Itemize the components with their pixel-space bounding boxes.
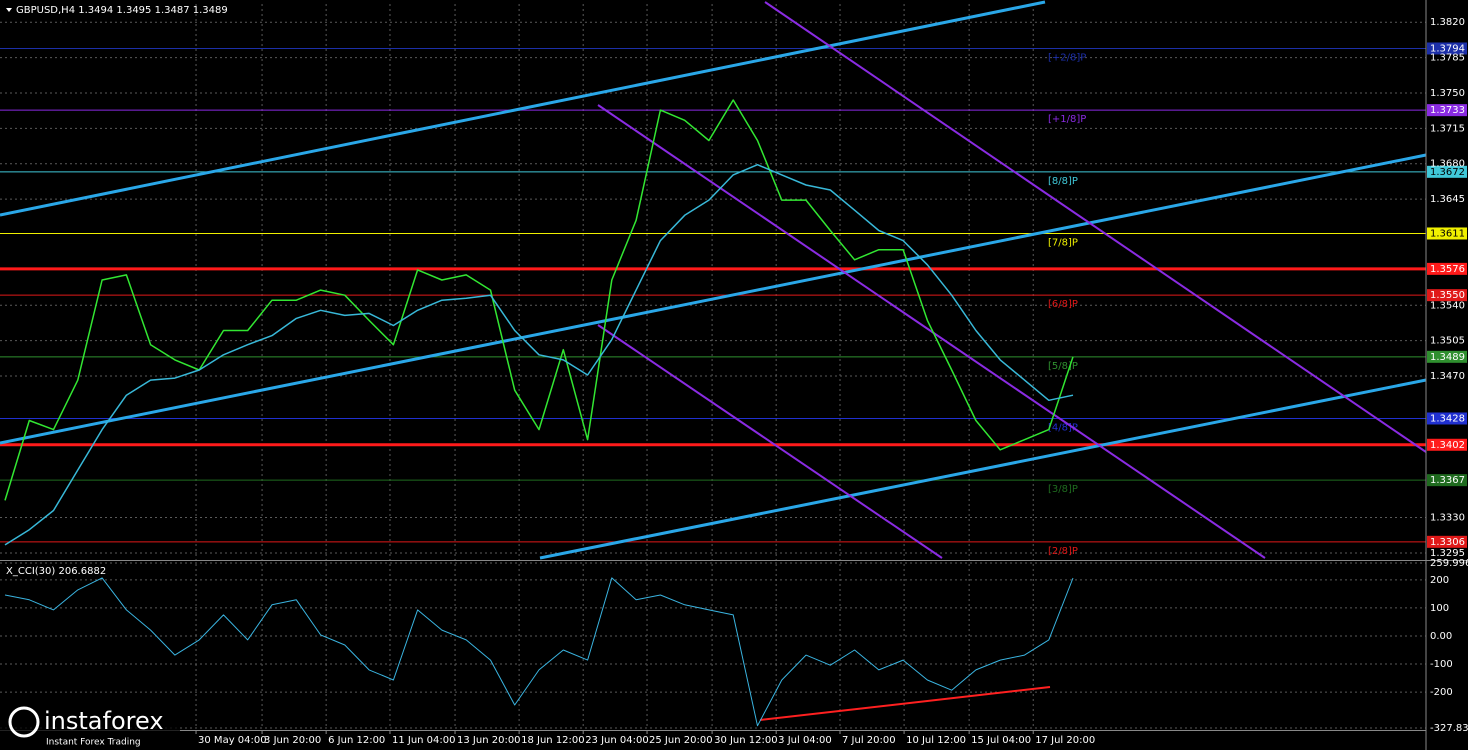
series-line [4,99,1074,501]
cci-trend-line [759,686,1051,721]
series-line [4,163,1074,546]
watermark-logo [8,706,40,738]
channel-line [764,1,1427,453]
x-tick-label: 25 Jun 20:00 [649,735,713,746]
level-tag: [+1/8]P [1048,114,1086,125]
level-price-label: 1.3672 [1430,167,1465,178]
x-tick-label: 3 Jun 20:00 [264,735,321,746]
watermark-brand: instaforex [44,707,164,735]
y-tick-label: 200 [1430,575,1449,586]
y-tick-label: 1.3295 [1430,548,1465,559]
level-price-label: 1.3733 [1430,105,1465,116]
x-tick-label: 3 Jul 04:00 [778,735,832,746]
y-tick-label: 1.3645 [1430,194,1465,205]
level-tag: [7/8]P [1048,237,1078,248]
x-tick-label: 10 Jul 12:00 [906,735,966,746]
level-layer: 1.3794 [+2/8]P 1.3733 [+1/8]P 1.3672 [8/8]P 1.… [0,42,1467,557]
trend-lines [0,0,1427,721]
channel-line [597,104,1266,559]
level-tag: [8/8]P [1048,176,1078,187]
x-tick-label: 13 Jun 20:00 [457,735,521,746]
x-tick-label: 6 Jun 12:00 [328,735,385,746]
x-tick-label: 17 Jul 20:00 [1035,735,1095,746]
level-price-box [1427,289,1467,302]
channel-line [0,153,1427,445]
x-tick-label: 11 Jun 04:00 [392,735,456,746]
y-tick-label: 1.3715 [1430,123,1465,134]
channel-line [0,0,1046,217]
level-tag: [4/8]P [1048,422,1078,433]
level-price-box [1427,474,1467,487]
x-tick-label: 18 Jun 12:00 [521,735,585,746]
level-price-box [1427,350,1467,363]
y-tick-label: 100 [1430,603,1449,614]
series-line [4,577,1074,727]
y-tick-label: 1.3505 [1430,336,1465,347]
level-tag: [5/8]P [1048,361,1078,372]
y-tick-label: 1.3750 [1430,88,1465,99]
grid-layer [0,4,1426,729]
level-price-box [1427,165,1467,178]
level-price-box [1427,535,1467,548]
y-tick-label: 1.3470 [1430,371,1465,382]
indicator-title: X_CCI(30) 206.6882 [6,566,106,577]
y-tick-label: -200 [1430,687,1453,698]
level-tag: [+2/8]P [1048,52,1086,63]
channel-line [539,378,1427,560]
x-tick-label: 15 Jul 04:00 [971,735,1031,746]
y-tick-label: 1.3820 [1430,17,1465,28]
y-tick-label: -327.8328 [1430,723,1468,734]
level-tag: [3/8]P [1048,484,1078,495]
y-tick-label: -100 [1430,659,1453,670]
y-tick-label: 1.3540 [1430,300,1465,311]
y-tick-label: 1.3785 [1430,53,1465,64]
x-tick-label: 23 Jun 04:00 [585,735,649,746]
level-price-box [1427,104,1467,117]
watermark-bg [0,706,180,750]
level-price-label: 1.3306 [1430,537,1465,548]
chart-title: GBPUSD,H4 1.3494 1.3495 1.3487 1.3489 [16,5,228,16]
level-price-box [1427,262,1467,275]
level-price-label: 1.3402 [1430,440,1465,451]
level-tag: [6/8]P [1048,299,1078,310]
channel-line [597,324,943,559]
menu-arrow [6,8,12,12]
level-price-label: 1.3367 [1430,475,1465,486]
watermark-tagline: Instant Forex Trading [46,738,141,748]
level-price-box [1427,412,1467,425]
x-tick-label: 30 May 04:00 [198,735,267,746]
x-tick-label: 30 Jun 12:00 [714,735,778,746]
y-tick-label: 259.9969 [1430,558,1468,569]
level-price-label: 1.3611 [1430,228,1465,239]
level-price-box [1427,227,1467,240]
level-tag: [2/8]P [1048,546,1078,557]
level-price-label: 1.3550 [1430,290,1465,301]
y-tick-label: 0.00 [1430,631,1452,642]
level-price-box [1427,42,1467,55]
level-price-label: 1.3489 [1430,352,1465,363]
y-tick-label: 1.3330 [1430,513,1465,524]
watermark: instaforex Instant Forex Trading [0,706,180,750]
level-price-label: 1.3428 [1430,413,1465,424]
x-tick-label: 7 Jul 20:00 [842,735,896,746]
series-layer [4,99,1074,727]
y-tick-label: 1.3680 [1430,159,1465,170]
level-price-label: 1.3576 [1430,264,1465,275]
level-price-box [1427,438,1467,451]
level-price-label: 1.3794 [1430,43,1465,54]
